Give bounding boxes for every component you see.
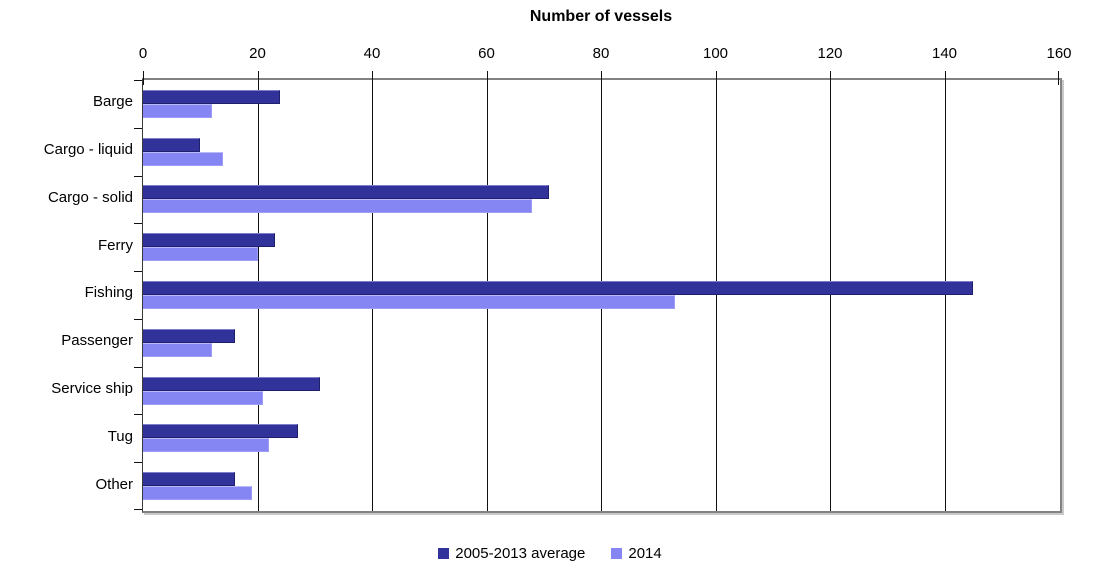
y-tick-mark — [134, 462, 142, 463]
x-tick-mark — [257, 71, 259, 85]
x-tick-mark — [372, 71, 373, 85]
x-tick-mark — [715, 71, 717, 85]
bar-2005-2013-average — [143, 185, 549, 199]
y-tick-mark — [134, 223, 142, 224]
y-tick-mark — [134, 319, 142, 320]
gridline — [830, 80, 831, 511]
legend-swatch — [438, 547, 450, 559]
x-tick-label: 140 — [931, 45, 958, 62]
x-tick-mark — [830, 71, 831, 85]
x-tick-label: 160 — [1046, 45, 1072, 62]
legend-label: 2005-2013 average — [455, 544, 586, 562]
y-tick-mark — [134, 128, 142, 129]
bar-2014 — [143, 152, 223, 166]
bar-2005-2013-average — [143, 233, 275, 247]
x-tick-mark — [143, 71, 144, 85]
x-tick-label: 80 — [592, 45, 610, 62]
category-label: Tug — [107, 427, 133, 445]
gridline — [715, 80, 717, 511]
bar-2005-2013-average — [143, 377, 320, 391]
legend-label: 2014 — [628, 544, 662, 562]
gridline — [944, 80, 946, 511]
x-tick-label: 60 — [478, 45, 495, 62]
bar-2014 — [143, 438, 269, 452]
bar-2014 — [143, 104, 212, 118]
category-label: Cargo - solid — [47, 188, 133, 206]
bar-2005-2013-average — [143, 472, 235, 486]
x-tick-label: 0 — [138, 45, 148, 62]
x-tick-mark — [486, 71, 488, 85]
y-tick-mark — [134, 414, 142, 415]
x-tick-label: 20 — [249, 45, 266, 62]
y-tick-mark — [134, 509, 142, 510]
bar-2014 — [143, 486, 252, 500]
x-tick-label: 100 — [702, 45, 729, 62]
y-tick-mark — [134, 176, 142, 177]
bar-2014 — [143, 247, 258, 261]
bar-2005-2013-average — [143, 90, 280, 104]
category-label: Service ship — [51, 380, 133, 398]
y-tick-mark — [134, 367, 142, 368]
x-tick-label: 120 — [817, 45, 843, 62]
category-label: Barge — [92, 93, 133, 111]
legend: 2005-2013 average 2014 — [0, 542, 1100, 564]
x-tick-mark — [1058, 71, 1059, 85]
legend-item: 2014 — [611, 544, 662, 562]
bar-2005-2013-average — [143, 329, 235, 343]
category-label: Passenger — [61, 332, 133, 350]
bar-2014 — [143, 295, 675, 309]
category-label: Ferry — [98, 236, 133, 254]
x-tick-mark — [601, 71, 602, 85]
bar-2005-2013-average — [143, 424, 298, 438]
bar-2014 — [143, 343, 212, 357]
x-axis: 0 20 40 60 80 100 120 140 160 — [0, 45, 1100, 63]
category-label: Fishing — [84, 284, 133, 302]
x-tick-label: 40 — [363, 45, 381, 62]
category-label: Other — [95, 475, 133, 493]
y-tick-mark — [134, 271, 142, 272]
x-tick-mark — [944, 71, 946, 85]
plot-area — [134, 71, 1062, 513]
y-axis-labels: Barge Cargo - liquid Cargo - solid Ferry Fis… — [0, 78, 133, 509]
legend-swatch — [611, 547, 623, 559]
bar-2005-2013-average — [143, 281, 973, 295]
legend-item: 2005-2013 average — [438, 545, 585, 562]
chart-title: Number of vessels — [529, 8, 673, 25]
bar-2014 — [143, 391, 263, 405]
y-tick-mark — [134, 80, 142, 81]
category-label: Cargo - liquid — [43, 141, 133, 159]
bar-2014 — [143, 199, 532, 213]
bar-2005-2013-average — [143, 138, 200, 152]
